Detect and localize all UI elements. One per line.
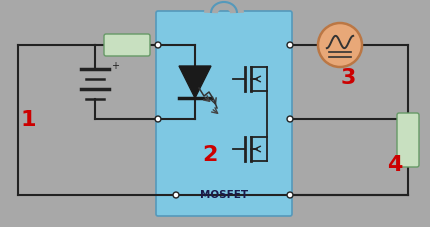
FancyBboxPatch shape [397,114,419,167]
Circle shape [318,24,362,68]
Circle shape [287,192,293,198]
Text: 1: 1 [20,109,36,129]
Circle shape [173,192,179,198]
Circle shape [155,43,161,49]
Polygon shape [179,67,211,99]
FancyBboxPatch shape [156,12,292,216]
Circle shape [287,116,293,122]
Text: MOSFET: MOSFET [200,189,248,199]
Text: 2: 2 [202,144,218,164]
Circle shape [155,116,161,122]
Circle shape [287,43,293,49]
Text: +: + [111,61,119,71]
Text: 4: 4 [387,154,402,174]
Text: 3: 3 [340,68,356,88]
FancyBboxPatch shape [104,35,150,57]
